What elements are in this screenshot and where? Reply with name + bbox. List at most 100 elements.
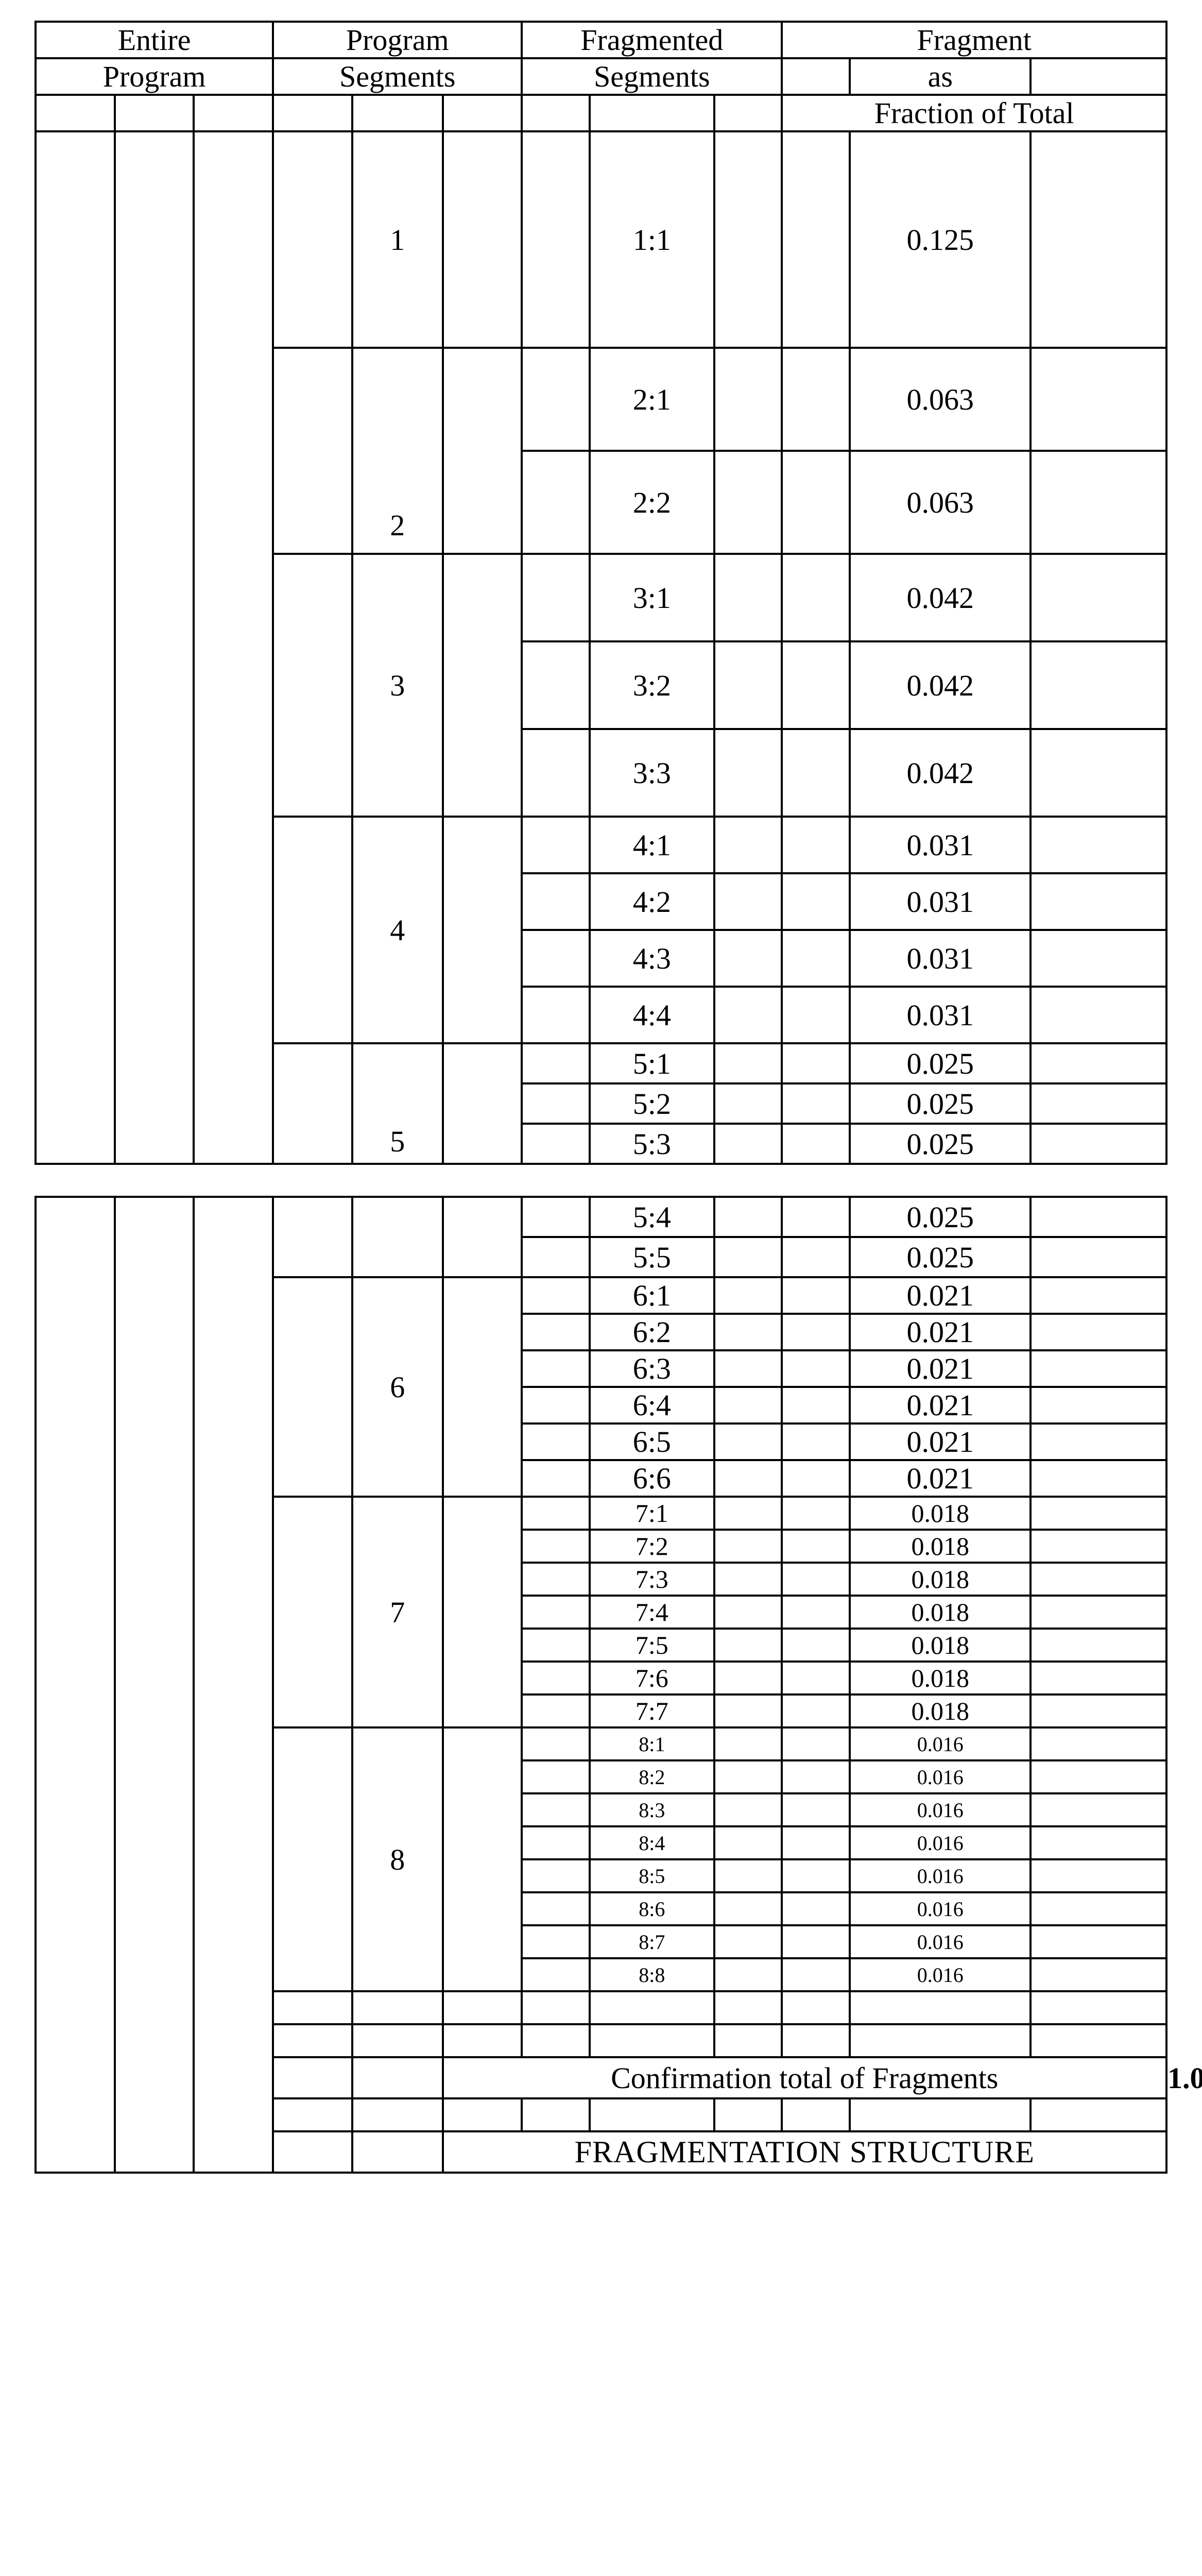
fraction-cell: 0.042 [850, 729, 1031, 817]
fraction-cell: 0.025 [850, 1124, 1031, 1164]
fragment-cell: 3:3 [590, 729, 714, 817]
fraction-cell: 0.018 [850, 1694, 1031, 1727]
figure-title: FRAGMENTATION STRUCTURE [443, 2131, 1166, 2173]
fragment-cell: 1:1 [590, 131, 714, 348]
fragment-cell: 2:1 [590, 348, 714, 451]
fragment-cell: 6:2 [590, 1314, 714, 1350]
fraction-cell: 0.031 [850, 817, 1031, 873]
fraction-cell: 0.021 [850, 1350, 1031, 1387]
fragment-cell: 5:1 [590, 1043, 714, 1083]
fraction-cell: 0.021 [850, 1277, 1031, 1314]
hdr-fraction: Fraction of Total [782, 95, 1166, 131]
hdr-fragmented: Fragmented [522, 22, 782, 58]
fragment-cell: 3:1 [590, 554, 714, 641]
fragment-cell: 8:8 [590, 1958, 714, 1991]
table-row: 1 1:1 0.125 [36, 131, 1166, 348]
fraction-cell: 0.021 [850, 1387, 1031, 1423]
entire-program-cell [36, 131, 115, 1164]
table-break [35, 1165, 1167, 1196]
fragment-cell: 7:7 [590, 1694, 714, 1727]
fraction-cell: 0.025 [850, 1197, 1031, 1237]
fragment-cell: 2:2 [590, 451, 714, 554]
header-row-1: Entire Program Fragmented Fragment [36, 22, 1166, 58]
fragment-cell: 6:6 [590, 1460, 714, 1497]
fragment-cell: 6:4 [590, 1387, 714, 1423]
segment-label: 4 [352, 817, 443, 1043]
fraction-cell: 0.018 [850, 1563, 1031, 1596]
hdr-entire: Entire [36, 22, 273, 58]
fragment-cell: 7:6 [590, 1662, 714, 1694]
fragment-cell: 7:5 [590, 1629, 714, 1662]
fraction-cell: 0.018 [850, 1596, 1031, 1629]
fragment-cell: 4:1 [590, 817, 714, 873]
fraction-cell: 0.031 [850, 873, 1031, 930]
fraction-cell: 0.031 [850, 987, 1031, 1043]
fragment-cell: 4:4 [590, 987, 714, 1043]
fragment-cell: 8:7 [590, 1925, 714, 1958]
fragment-cell: 6:1 [590, 1277, 714, 1314]
fraction-cell: 0.063 [850, 348, 1031, 451]
header-row-3: Fraction of Total [36, 95, 1166, 131]
fraction-cell: 0.016 [850, 1727, 1031, 1760]
fraction-cell: 0.016 [850, 1958, 1031, 1991]
segment-label: 2 [352, 348, 443, 554]
fraction-cell: 0.016 [850, 1793, 1031, 1826]
fraction-cell: 0.125 [850, 131, 1031, 348]
fraction-cell: 0.016 [850, 1859, 1031, 1892]
fraction-cell: 0.042 [850, 641, 1031, 729]
fragment-cell: 5:5 [590, 1237, 714, 1277]
fraction-cell: 0.025 [850, 1237, 1031, 1277]
segment-label: 8 [352, 1727, 443, 1991]
table-row: 5:4 0.025 [36, 1197, 1166, 1237]
fraction-cell: 0.031 [850, 930, 1031, 987]
fragment-cell: 7:2 [590, 1530, 714, 1563]
fraction-cell: 0.016 [850, 1925, 1031, 1958]
fragment-cell: 7:4 [590, 1596, 714, 1629]
segment-label: 6 [352, 1277, 443, 1497]
fragment-cell: 7:1 [590, 1497, 714, 1530]
fragment-cell: 8:5 [590, 1859, 714, 1892]
confirmation-label: Confirmation total of Fragments [443, 2057, 1166, 2098]
fraction-cell: 0.063 [850, 451, 1031, 554]
fragment-cell: 7:3 [590, 1563, 714, 1596]
fragment-cell: 8:2 [590, 1760, 714, 1793]
fragment-cell: 6:5 [590, 1423, 714, 1460]
header-row-2: Program Segments Segments as [36, 58, 1166, 95]
hdr-segments: Segments [273, 58, 522, 95]
hdr-segments2: Segments [522, 58, 782, 95]
hdr-program2: Program [36, 58, 273, 95]
fraction-cell: 0.016 [850, 1760, 1031, 1793]
fragment-cell: 4:3 [590, 930, 714, 987]
fragment-cell: 6:3 [590, 1350, 714, 1387]
fraction-cell: 0.018 [850, 1662, 1031, 1694]
fragment-cell: 8:1 [590, 1727, 714, 1760]
hdr-fragment: Fragment [782, 22, 1166, 58]
fraction-cell: 0.025 [850, 1043, 1031, 1083]
fraction-cell: 0.025 [850, 1083, 1031, 1124]
fragment-cell: 8:4 [590, 1826, 714, 1859]
fraction-cell: 0.018 [850, 1530, 1031, 1563]
hdr-as: as [850, 58, 1031, 95]
fragment-cell: 5:3 [590, 1124, 714, 1164]
hdr-program: Program [273, 22, 522, 58]
fraction-cell: 0.021 [850, 1423, 1031, 1460]
fraction-cell: 0.018 [850, 1497, 1031, 1530]
fragment-cell: 8:6 [590, 1892, 714, 1925]
segment-label: 5 [352, 1043, 443, 1164]
fragmentation-table-top: Entire Program Fragmented Fragment Progr… [35, 21, 1167, 1165]
fragment-cell: 5:4 [590, 1197, 714, 1237]
fraction-cell: 0.021 [850, 1460, 1031, 1497]
fraction-cell: 0.016 [850, 1826, 1031, 1859]
fragmentation-table-bottom: 5:4 0.025 5:5 0.025 6 6:1 0.021 6:2 0.02… [35, 1196, 1167, 2174]
fragment-cell: 3:2 [590, 641, 714, 729]
segment-label: 7 [352, 1497, 443, 1727]
fraction-cell: 0.018 [850, 1629, 1031, 1662]
fragment-cell: 5:2 [590, 1083, 714, 1124]
segment-label: 3 [352, 554, 443, 817]
fraction-cell: 0.021 [850, 1314, 1031, 1350]
fraction-cell: 0.042 [850, 554, 1031, 641]
fraction-cell: 0.016 [850, 1892, 1031, 1925]
fragment-cell: 4:2 [590, 873, 714, 930]
fragment-cell: 8:3 [590, 1793, 714, 1826]
segment-label: 1 [352, 131, 443, 348]
